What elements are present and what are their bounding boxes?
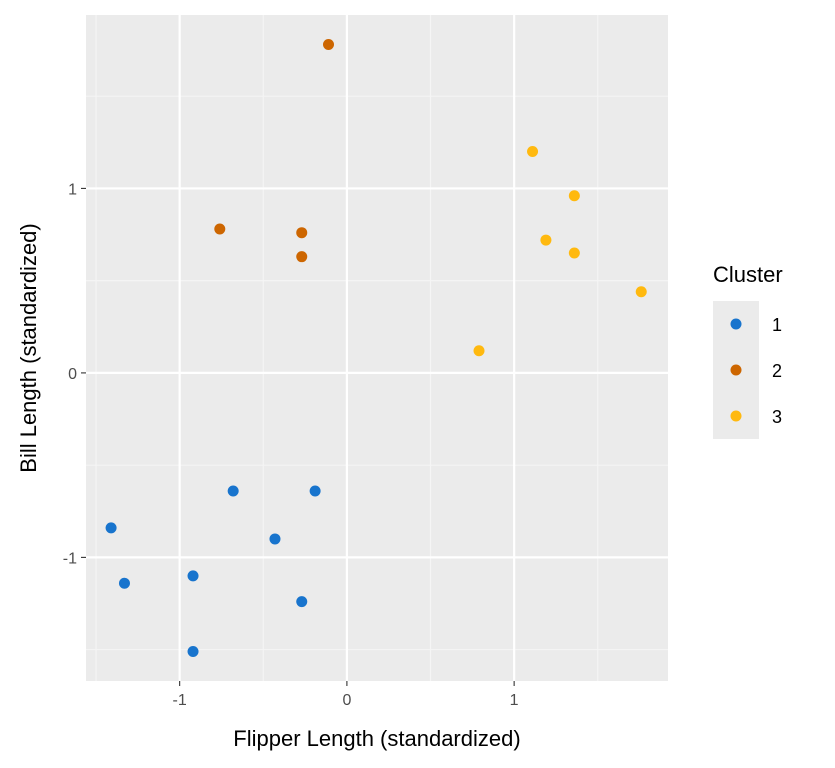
x-axis-title: Flipper Length (standardized) [233,726,520,751]
data-point-cluster-2 [296,251,308,263]
x-tick-label: 0 [342,692,351,709]
data-points [105,39,647,657]
minor-gridlines [86,15,668,681]
data-point-cluster-3 [540,234,552,246]
data-point-cluster-1 [309,485,321,497]
axis-ticks [81,187,515,686]
data-point-cluster-1 [187,570,199,582]
data-point-cluster-2 [323,39,334,51]
data-point-cluster-1 [118,577,130,589]
legend-title: Cluster [713,262,783,287]
data-point-cluster-3 [568,247,580,259]
data-point-cluster-3 [527,146,539,158]
data-point-cluster-3 [473,345,485,357]
y-axis-title: Bill Length (standardized) [16,223,41,472]
data-point-cluster-1 [296,596,308,608]
y-tick-label: -1 [63,550,77,567]
data-point-cluster-2 [214,223,226,235]
legend-label-cluster-2: 2 [772,361,782,381]
data-point-cluster-1 [105,522,117,534]
legend-key-cluster-2 [730,364,742,376]
data-point-cluster-1 [227,485,239,497]
y-tick-label: 0 [68,366,77,383]
legend-label-cluster-3: 3 [772,407,782,427]
y-tick-label: 1 [68,181,77,198]
legend-key-cluster-3 [730,410,742,422]
x-axis-tick-labels: -1 0 1 [173,692,519,709]
y-axis-tick-labels: -1 0 1 [63,181,77,567]
legend-items: 1 2 3 [730,315,782,427]
data-point-cluster-1 [187,645,199,657]
major-gridlines [86,15,668,681]
data-point-cluster-2 [296,227,308,239]
data-point-cluster-3 [635,286,647,298]
legend: Cluster 1 2 3 [713,262,783,439]
plot-panel [86,15,668,681]
legend-key-cluster-1 [730,318,742,330]
legend-label-cluster-1: 1 [772,315,782,335]
data-point-cluster-3 [568,190,580,202]
x-tick-label: 1 [510,692,519,709]
data-point-cluster-1 [269,533,281,545]
x-tick-label: -1 [173,692,187,709]
